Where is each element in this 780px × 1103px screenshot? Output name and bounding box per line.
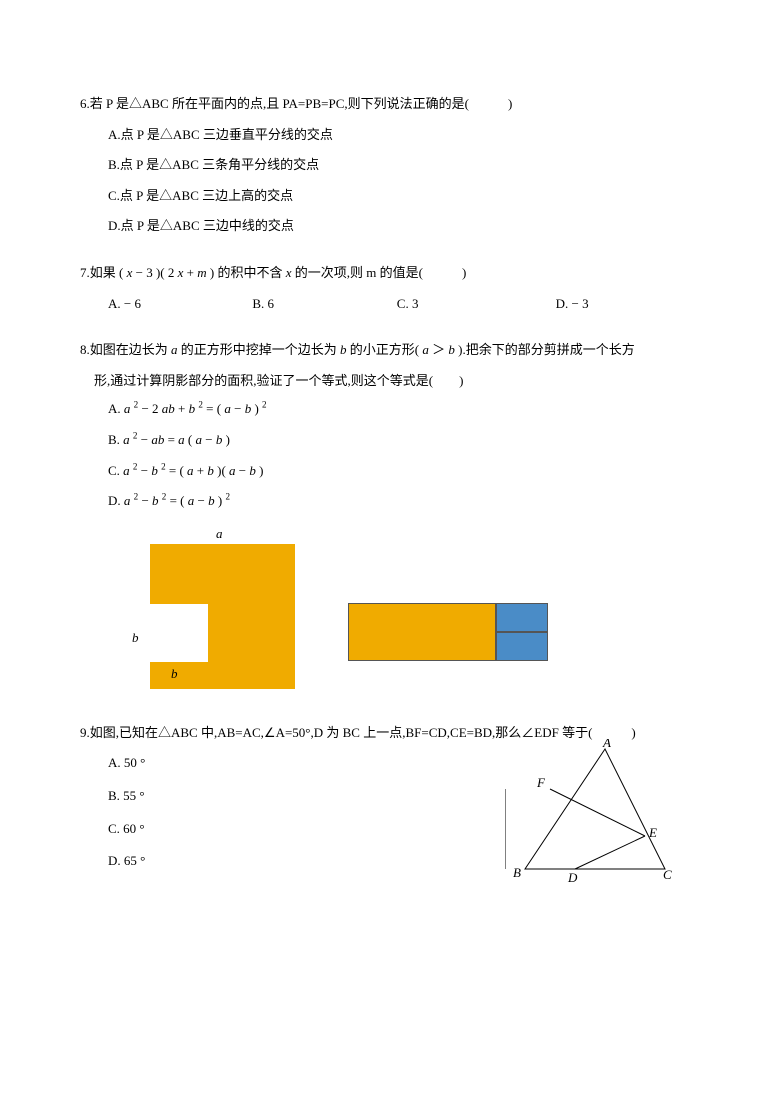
q8-opt-a-label: A.: [108, 401, 124, 416]
question-6: 6.若 P 是△ABC 所在平面内的点,且 PA=PB=PC,则下列说法正确的是…: [80, 90, 700, 241]
q7-var-m: m: [197, 265, 206, 280]
q7-options-row: A. − 6 B. 6 C. 3 D. − 3: [80, 290, 700, 319]
q8-figure-square: a b b: [108, 526, 308, 691]
q8-stem-line1: 8.如图在边长为 a 的正方形中挖掉一个边长为 b 的小正方形( a ＞ b )…: [80, 336, 700, 365]
q7-option-b: B. 6: [252, 290, 396, 319]
q6-option-a: A.点 P 是△ABC 三边垂直平分线的交点: [80, 121, 700, 150]
label-a: a: [216, 520, 223, 549]
q8-stem-line2: 形,通过计算阴影部分的面积,验证了一个等式,则这个等式是( ): [80, 367, 700, 396]
label-b-left: b: [132, 624, 139, 653]
exam-page: 6.若 P 是△ABC 所在平面内的点,且 PA=PB=PC,则下列说法正确的是…: [0, 0, 780, 1103]
vertex-B: B: [513, 865, 521, 880]
q7-text: ) 的积中不含: [207, 265, 286, 280]
q7-text: +: [183, 265, 197, 280]
q8-text: 的小正方形(: [347, 342, 423, 357]
q8-figure-rectangle: [348, 603, 568, 683]
vertex-C: C: [663, 867, 672, 882]
q8-text: ).把余下的部分剪拼成一个长方: [455, 342, 635, 357]
q8-option-d: D. a 2 − b 2 = ( a − b ) 2: [80, 487, 700, 516]
q7-text: − 3 )( 2: [132, 265, 177, 280]
q7-stem: 7.如果 ( x − 3 )( 2 x + m ) 的积中不含 x 的一次项,则…: [80, 259, 700, 288]
q8-opt-b-label: B.: [108, 432, 123, 447]
q7-option-a: A. − 6: [108, 290, 252, 319]
q7-option-c: C. 3: [397, 290, 556, 319]
label-b-bottom: b: [171, 660, 178, 689]
question-8: 8.如图在边长为 a 的正方形中挖掉一个边长为 b 的小正方形( a ＞ b )…: [80, 336, 700, 691]
q8-figures: a b b: [80, 526, 700, 691]
vertex-D: D: [567, 870, 578, 884]
small-cut-square: [150, 604, 208, 662]
q8-opt-d-label: D.: [108, 493, 124, 508]
q8-option-a: A. a 2 − 2 ab + b 2 = ( a − b ) 2: [80, 395, 700, 424]
q6-stem: 6.若 P 是△ABC 所在平面内的点,且 PA=PB=PC,则下列说法正确的是…: [80, 90, 700, 119]
q7-option-d: D. − 3: [556, 290, 700, 319]
q8-option-b: B. a 2 − ab = a ( a − b ): [80, 426, 700, 455]
question-9: 9.如图,已知在△ABC 中,AB=AC,∠A=50°,D 为 BC 上一点,B…: [80, 719, 700, 876]
q7-text: 7.如果 (: [80, 265, 127, 280]
q6-option-d: D.点 P 是△ABC 三边中线的交点: [80, 212, 700, 241]
q8-option-c: C. a 2 − b 2 = ( a + b )( a − b ): [80, 457, 700, 486]
question-7: 7.如果 ( x − 3 )( 2 x + m ) 的积中不含 x 的一次项,则…: [80, 259, 700, 318]
q8-opt-c-label: C.: [108, 463, 123, 478]
rect-blue-top: [496, 603, 548, 632]
q6-option-c: C.点 P 是△ABC 三边上高的交点: [80, 182, 700, 211]
q9-triangle-figure: A B C D E F: [505, 739, 680, 884]
rect-orange: [348, 603, 496, 661]
vertex-F: F: [536, 775, 546, 790]
q6-option-b: B.点 P 是△ABC 三条角平分线的交点: [80, 151, 700, 180]
q7-text: 的一次项,则 m 的值是( ): [292, 265, 467, 280]
q8-gt: ＞: [429, 342, 449, 357]
q8-text: 8.如图在边长为: [80, 342, 171, 357]
rect-blue-bottom: [496, 632, 548, 661]
q8-text: 的正方形中挖掉一个边长为: [178, 342, 341, 357]
vertex-A: A: [602, 739, 611, 750]
vertex-E: E: [648, 825, 657, 840]
